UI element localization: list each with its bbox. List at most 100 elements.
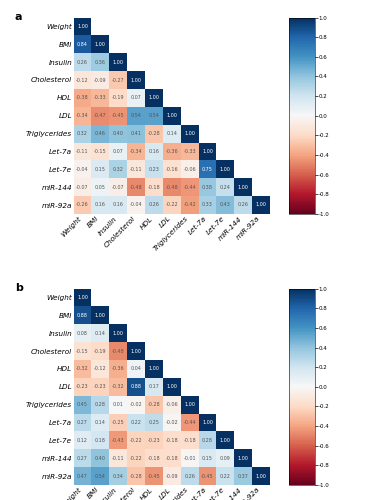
Text: 0.22: 0.22 <box>220 474 231 478</box>
Text: -0.23: -0.23 <box>148 438 160 443</box>
Bar <box>92 342 109 360</box>
Bar <box>74 467 92 485</box>
Text: 0.12: 0.12 <box>77 438 88 443</box>
Bar <box>145 107 163 124</box>
Text: -0.15: -0.15 <box>94 149 107 154</box>
Bar <box>127 378 145 396</box>
Bar <box>74 196 92 214</box>
Text: -0.42: -0.42 <box>183 202 196 207</box>
Text: -0.01: -0.01 <box>183 456 196 460</box>
Text: 0.26: 0.26 <box>184 474 195 478</box>
Text: 0.40: 0.40 <box>95 456 106 460</box>
Bar <box>127 467 145 485</box>
Bar <box>74 342 92 360</box>
Bar <box>74 107 92 124</box>
Text: -0.09: -0.09 <box>94 78 107 82</box>
Text: -0.19: -0.19 <box>112 96 124 100</box>
Bar <box>109 324 127 342</box>
Bar <box>92 53 109 71</box>
Text: 0.14: 0.14 <box>95 330 106 336</box>
Text: 1.00: 1.00 <box>256 202 266 207</box>
Bar <box>109 89 127 107</box>
Bar <box>163 396 181 413</box>
Text: 0.04: 0.04 <box>131 366 142 372</box>
Bar <box>127 160 145 178</box>
Text: -0.23: -0.23 <box>76 384 89 390</box>
Bar <box>74 414 92 432</box>
Text: -0.36: -0.36 <box>166 149 178 154</box>
Bar <box>74 378 92 396</box>
Bar <box>92 414 109 432</box>
Bar <box>74 142 92 160</box>
Bar <box>181 124 199 142</box>
Bar <box>234 467 252 485</box>
Bar <box>216 467 234 485</box>
Text: -0.47: -0.47 <box>94 113 107 118</box>
Text: 0.54: 0.54 <box>131 113 142 118</box>
Bar <box>127 89 145 107</box>
Text: -0.11: -0.11 <box>112 456 124 460</box>
Bar <box>127 360 145 378</box>
Bar <box>181 142 199 160</box>
Bar <box>74 306 92 324</box>
Bar <box>109 107 127 124</box>
Bar <box>163 142 181 160</box>
Bar <box>92 467 109 485</box>
Bar <box>216 178 234 196</box>
Text: 0.32: 0.32 <box>113 167 124 172</box>
Text: 0.08: 0.08 <box>77 330 88 336</box>
Text: 0.38: 0.38 <box>202 184 213 190</box>
Text: 1.00: 1.00 <box>202 149 213 154</box>
Bar <box>163 467 181 485</box>
Text: -0.02: -0.02 <box>130 402 142 407</box>
Bar <box>109 124 127 142</box>
Text: 0.14: 0.14 <box>166 131 177 136</box>
Text: -0.11: -0.11 <box>76 149 89 154</box>
Bar <box>181 160 199 178</box>
Text: 0.22: 0.22 <box>131 420 142 425</box>
Bar <box>199 432 216 450</box>
Bar <box>109 178 127 196</box>
Bar <box>199 414 216 432</box>
Text: -0.43: -0.43 <box>112 438 124 443</box>
Text: -0.04: -0.04 <box>76 167 89 172</box>
Bar <box>252 467 270 485</box>
Text: -0.09: -0.09 <box>166 474 178 478</box>
Text: -0.22: -0.22 <box>166 202 178 207</box>
Text: -0.28: -0.28 <box>148 402 160 407</box>
Bar <box>145 360 163 378</box>
Text: -0.15: -0.15 <box>76 348 89 354</box>
Bar <box>127 71 145 89</box>
Bar <box>109 450 127 467</box>
Bar <box>127 432 145 450</box>
Text: 0.37: 0.37 <box>238 474 249 478</box>
Bar <box>199 450 216 467</box>
Bar <box>234 450 252 467</box>
Bar <box>127 124 145 142</box>
Text: 0.17: 0.17 <box>149 384 159 390</box>
Text: 0.07: 0.07 <box>131 96 142 100</box>
Text: 0.88: 0.88 <box>131 384 142 390</box>
Text: 0.28: 0.28 <box>95 402 106 407</box>
Text: b: b <box>15 282 22 292</box>
Text: -0.32: -0.32 <box>76 366 89 372</box>
Bar <box>163 178 181 196</box>
Text: 0.36: 0.36 <box>95 60 106 64</box>
Text: 1.00: 1.00 <box>131 78 142 82</box>
Text: 1.00: 1.00 <box>95 313 106 318</box>
Text: 1.00: 1.00 <box>95 42 106 47</box>
Bar <box>109 360 127 378</box>
Text: -0.19: -0.19 <box>94 348 107 354</box>
Text: 0.25: 0.25 <box>149 420 159 425</box>
Text: 1.00: 1.00 <box>220 167 231 172</box>
Bar <box>92 196 109 214</box>
Bar <box>127 450 145 467</box>
Bar <box>74 288 92 306</box>
Text: 0.88: 0.88 <box>77 313 88 318</box>
Bar <box>74 89 92 107</box>
Bar <box>109 53 127 71</box>
Bar <box>127 342 145 360</box>
Bar <box>163 378 181 396</box>
Bar <box>181 196 199 214</box>
Text: -0.34: -0.34 <box>76 113 89 118</box>
